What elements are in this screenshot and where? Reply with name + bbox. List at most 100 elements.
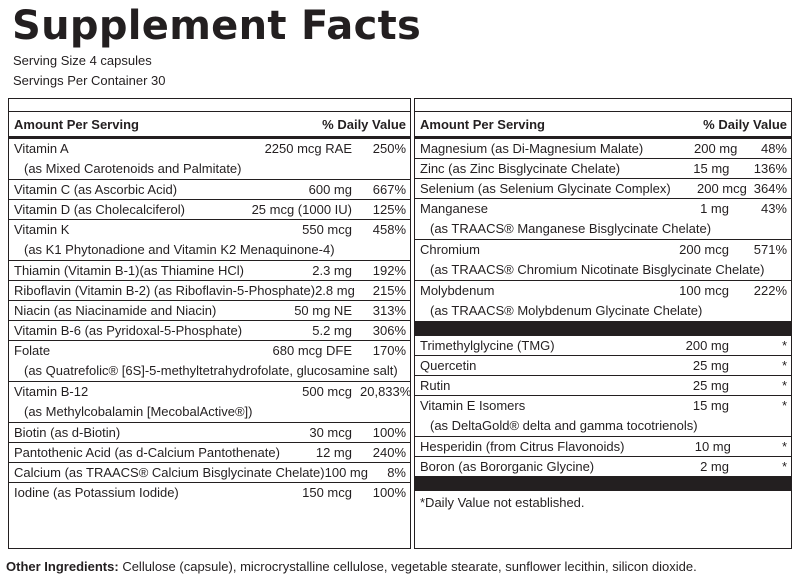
- nutrient-daily-value: 100%: [372, 485, 406, 500]
- nutrient-amount: 100 mcg: [679, 283, 729, 298]
- nutrient-name: Riboflavin (Vitamin B-2) (as Riboflavin-…: [14, 283, 316, 298]
- left-nutrient-rows: Vitamin A 2250 mcg RAE 250% (as Mixed Carot…: [9, 139, 412, 502]
- nutrient-source-note: (as TRAACS® Molybdenum Glycinate Chelate…: [430, 303, 703, 318]
- nutrient-amount: 150 mcg: [302, 485, 352, 500]
- nutrient-daily-value: 364%: [753, 181, 787, 196]
- other-ingredients-text: Cellulose (capsule), microcrystalline ce…: [122, 559, 697, 574]
- nutrient-amount: 25 mg: [692, 378, 729, 393]
- section-divider-bar: [415, 476, 791, 491]
- right-other-rows: Trimethylglycine (TMG) 200 mg * Quercetin 25…: [415, 336, 791, 476]
- nutrient-row: Niacin (as Niacinamide and Niacin) 50 mg …: [9, 301, 410, 321]
- other-ingredients-label: Other Ingredients:: [6, 559, 119, 574]
- nutrient-daily-value: 667%: [372, 182, 406, 197]
- nutrient-name: Folate: [14, 343, 51, 358]
- nutrient-daily-value: *: [781, 378, 787, 393]
- nutrient-row: Vitamin E Isomers 15 mg * (as DeltaGold® de…: [415, 396, 791, 437]
- nutrient-row: Iodine (as Potassium Iodide) 150 mcg 100%: [9, 483, 410, 502]
- nutrient-name: Chromium: [420, 242, 480, 257]
- right-panel-header: Amount Per Serving % Daily Value: [415, 112, 791, 139]
- nutrient-daily-value: 43%: [760, 201, 787, 216]
- nutrient-name: Pantothenic Acid (as d-Calcium Pantothen…: [14, 445, 280, 460]
- nutrient-name: Calcium (as TRAACS® Calcium Bisglycinate…: [14, 465, 325, 480]
- nutrient-name: Vitamin K: [14, 222, 70, 237]
- nutrient-row: Calcium (as TRAACS® Calcium Bisglycinate…: [9, 463, 410, 483]
- nutrient-amount: 15 mg: [692, 398, 729, 413]
- nutrient-source-note: (as Mixed Carotenoids and Palmitate): [24, 161, 242, 176]
- nutrient-daily-value: 306%: [372, 323, 406, 338]
- nutrient-name: Vitamin A: [14, 141, 69, 156]
- nutrient-name: Boron (as Bororganic Glycine): [420, 459, 595, 474]
- nutrient-name: Vitamin E Isomers: [420, 398, 526, 413]
- nutrient-name: Manganese: [420, 201, 488, 216]
- nutrient-name: Rutin: [420, 378, 451, 393]
- nutrient-amount: 25 mcg (1000 IU): [251, 202, 352, 217]
- nutrient-daily-value: 20,833%: [360, 384, 412, 399]
- left-nutrient-panel: Amount Per Serving % Daily Value Vitamin…: [8, 98, 411, 549]
- nutrient-amount: 5.2 mg: [312, 323, 352, 338]
- serving-size: Serving Size 4 capsules: [13, 53, 152, 68]
- panel-top-bar: [9, 98, 410, 112]
- daily-value-heading: % Daily Value: [322, 116, 406, 132]
- nutrient-amount: 600 mg: [308, 182, 352, 197]
- nutrient-row: Selenium (as Selenium Glycinate Complex)…: [415, 179, 791, 199]
- nutrient-row: Molybdenum 100 mcg 222% (as TRAACS® Molybde…: [415, 281, 791, 321]
- nutrient-name: Thiamin (Vitamin B-1)(as Thiamine HCl): [14, 263, 244, 278]
- amount-per-serving-heading: Amount Per Serving: [420, 116, 545, 132]
- nutrient-amount: 12 mg: [315, 445, 352, 460]
- nutrient-row: Biotin (as d-Biotin) 30 mcg 100%: [9, 423, 410, 443]
- servings-per-container: Servings Per Container 30: [13, 73, 166, 88]
- nutrient-row: Magnesium (as Di-Magnesium Malate) 200 mg…: [415, 139, 791, 159]
- nutrient-daily-value: 8%: [387, 465, 406, 480]
- nutrient-row: Trimethylglycine (TMG) 200 mg *: [415, 336, 791, 356]
- nutrient-name: Hesperidin (from Citrus Flavonoids): [420, 439, 625, 454]
- right-mineral-rows: Magnesium (as Di-Magnesium Malate) 200 mg…: [415, 139, 791, 321]
- nutrient-amount: 500 mcg: [302, 384, 352, 399]
- nutrient-amount: 2.8 mg: [315, 283, 355, 298]
- nutrient-name: Vitamin B-12: [14, 384, 89, 399]
- nutrient-amount: 25 mg: [692, 358, 729, 373]
- nutrient-daily-value: 136%: [753, 161, 787, 176]
- nutrient-daily-value: 240%: [372, 445, 406, 460]
- nutrient-daily-value: 170%: [372, 343, 406, 358]
- panel-top-bar: [415, 98, 791, 112]
- nutrient-source-note: (as Quatrefolic® [6S]-5-methyltetrahydro…: [24, 363, 398, 378]
- nutrient-amount: 10 mg: [694, 439, 731, 454]
- nutrient-source-note: (as DeltaGold® delta and gamma tocotrien…: [430, 418, 698, 433]
- left-panel-header: Amount Per Serving % Daily Value: [9, 112, 410, 139]
- nutrient-daily-value: *: [781, 439, 787, 454]
- nutrient-row: Vitamin B-12 500 mcg 20,833% (as Methylcoba…: [9, 382, 412, 423]
- nutrient-row: Vitamin B-6 (as Pyridoxal-5-Phosphate) 5.…: [9, 321, 410, 341]
- nutrient-row: Zinc (as Zinc Bisglycinate Chelate) 15 mg…: [415, 159, 791, 179]
- nutrient-source-note: (as Methylcobalamin [MecobalActive®]): [24, 404, 253, 419]
- section-divider-bar: [415, 321, 791, 336]
- nutrient-name: Vitamin C (as Ascorbic Acid): [14, 182, 178, 197]
- amount-per-serving-heading: Amount Per Serving: [14, 116, 139, 132]
- nutrient-amount: 2.3 mg: [312, 263, 352, 278]
- nutrient-row: Folate 680 mcg DFE 170% (as Quatrefolic® [6…: [9, 341, 410, 382]
- nutrient-daily-value: 192%: [372, 263, 406, 278]
- nutrient-source-note: (as K1 Phytonadione and Vitamin K2 Menaq…: [24, 242, 335, 257]
- nutrient-name: Trimethylglycine (TMG): [420, 338, 555, 353]
- nutrient-amount: 1 mg: [700, 201, 729, 216]
- nutrient-row: Vitamin K 550 mcg 458% (as K1 Phytonadione …: [9, 220, 410, 261]
- nutrient-daily-value: 458%: [372, 222, 406, 237]
- nutrient-name: Molybdenum: [420, 283, 495, 298]
- nutrient-row: Chromium 200 mcg 571% (as TRAACS® Chromium …: [415, 240, 791, 281]
- other-ingredients: Other Ingredients: Cellulose (capsule), …: [6, 559, 697, 574]
- nutrient-daily-value: 215%: [372, 283, 406, 298]
- nutrient-amount: 100 mg: [324, 465, 368, 480]
- nutrient-row: Vitamin A 2250 mcg RAE 250% (as Mixed Carot…: [9, 139, 410, 180]
- nutrient-daily-value: 100%: [372, 425, 406, 440]
- nutrient-row: Pantothenic Acid (as d-Calcium Pantothen…: [9, 443, 410, 463]
- right-nutrient-panel: Amount Per Serving % Daily Value Magnesi…: [414, 98, 792, 549]
- supplement-facts-title: Supplement Facts: [12, 3, 422, 49]
- nutrient-name: Selenium (as Selenium Glycinate Complex): [420, 181, 671, 196]
- daily-value-heading: % Daily Value: [703, 116, 787, 132]
- nutrient-name: Magnesium (as Di-Magnesium Malate): [420, 141, 644, 156]
- nutrient-source-note: (as TRAACS® Chromium Nicotinate Bisglyci…: [430, 262, 765, 277]
- nutrient-name: Vitamin B-6 (as Pyridoxal-5-Phosphate): [14, 323, 243, 338]
- nutrient-name: Quercetin: [420, 358, 477, 373]
- nutrient-daily-value: 48%: [760, 141, 787, 156]
- nutrient-daily-value: 250%: [372, 141, 406, 156]
- nutrient-row: Hesperidin (from Citrus Flavonoids) 10 mg…: [415, 437, 791, 457]
